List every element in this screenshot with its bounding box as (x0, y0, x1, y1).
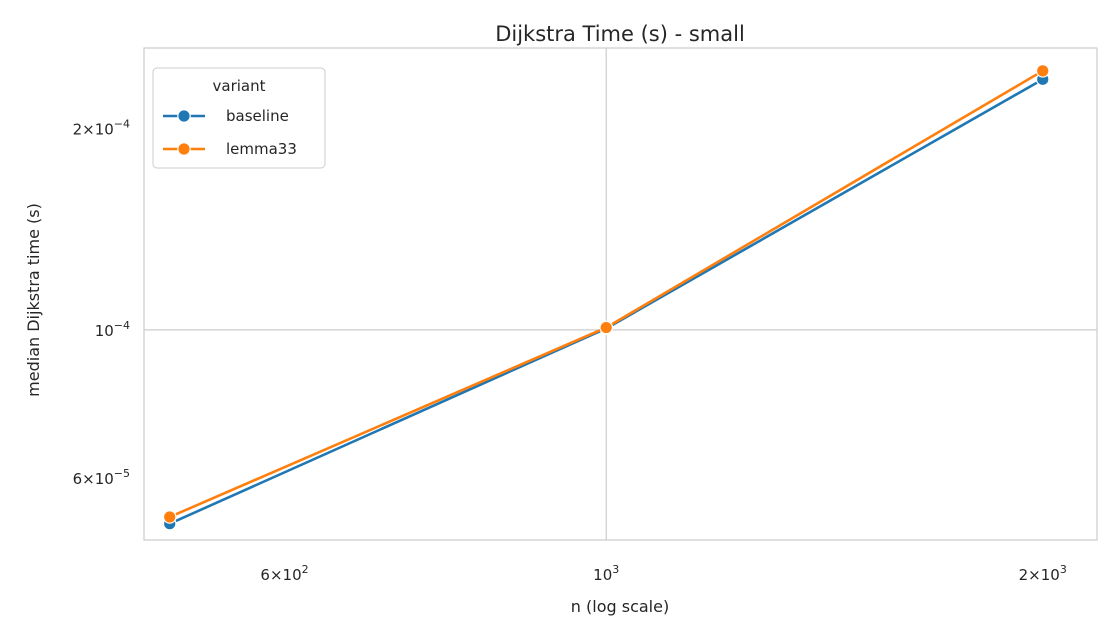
y-axis-label: median Dijkstra time (s) (24, 203, 43, 397)
legend: variant baseline lemma33 (152, 67, 326, 169)
y-tick-label: 6×10−5 (73, 467, 130, 488)
grid (144, 48, 1097, 540)
legend-marker (177, 109, 191, 123)
x-tick-label: 103 (593, 563, 619, 584)
legend-item-baseline: baseline (163, 107, 289, 125)
x-tick-label: 6×102 (260, 563, 308, 584)
y-tick-label: 2×10−4 (73, 118, 130, 139)
x-axis-label: n (log scale) (571, 597, 669, 616)
y-ticks: 6×10−5 10−4 2×10−4 (73, 118, 130, 489)
legend-box (152, 67, 326, 169)
data-point (599, 320, 614, 335)
series-lemma33 (162, 64, 1050, 524)
legend-items: baseline lemma33 (163, 107, 297, 158)
legend-marker (177, 142, 191, 156)
legend-label: lemma33 (226, 140, 297, 158)
y-tick-label: 10−4 (95, 319, 130, 340)
data-point (162, 510, 177, 524)
x-ticks: 6×102 103 2×103 (260, 563, 1066, 584)
legend-item-lemma33: lemma33 (163, 140, 297, 158)
series-layer (162, 64, 1050, 531)
data-point (1035, 64, 1050, 78)
legend-label: baseline (226, 107, 289, 125)
legend-title: variant (213, 77, 266, 95)
x-tick-label: 2×103 (1019, 563, 1067, 584)
chart-title: Dijkstra Time (s) - small (495, 22, 745, 46)
